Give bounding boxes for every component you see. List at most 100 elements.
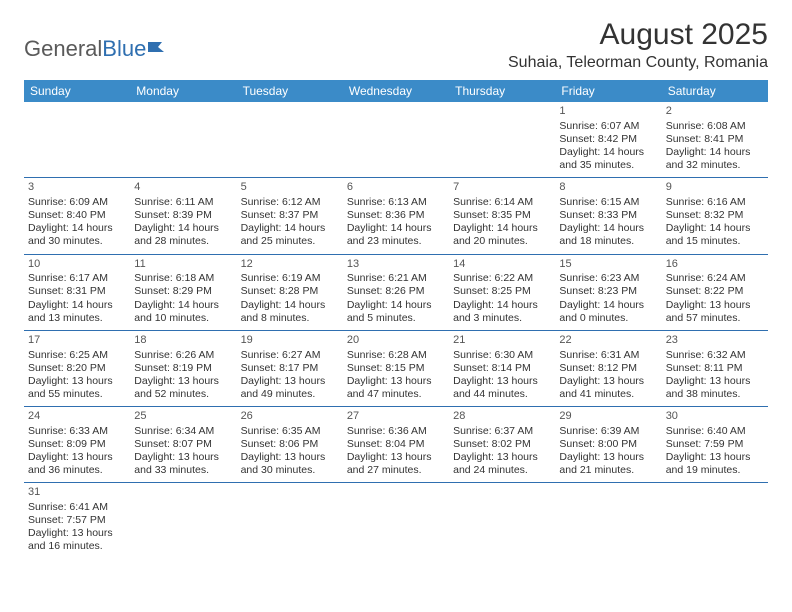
calendar-day: 28Sunrise: 6:37 AMSunset: 8:02 PMDayligh…	[449, 407, 555, 483]
title-block: August 2025 Suhaia, Teleorman County, Ro…	[508, 18, 768, 72]
calendar-day: 6Sunrise: 6:13 AMSunset: 8:36 PMDaylight…	[343, 178, 449, 254]
sunset-line: Sunset: 7:59 PM	[666, 438, 764, 451]
daylight-line: Daylight: 13 hours and 52 minutes.	[134, 375, 232, 401]
sunset-line: Sunset: 8:26 PM	[347, 285, 445, 298]
day-number: 21	[453, 334, 551, 348]
sunset-line: Sunset: 8:31 PM	[28, 285, 126, 298]
calendar-day: 30Sunrise: 6:40 AMSunset: 7:59 PMDayligh…	[662, 407, 768, 483]
sunrise-line: Sunrise: 6:32 AM	[666, 349, 764, 362]
day-number: 18	[134, 334, 232, 348]
sunrise-line: Sunrise: 6:11 AM	[134, 196, 232, 209]
column-header: Friday	[555, 80, 661, 102]
sunset-line: Sunset: 8:12 PM	[559, 362, 657, 375]
sunrise-line: Sunrise: 6:13 AM	[347, 196, 445, 209]
flag-icon	[148, 36, 170, 62]
header: GeneralBlue August 2025 Suhaia, Teleorma…	[24, 18, 768, 72]
calendar-empty	[555, 483, 661, 559]
sunrise-line: Sunrise: 6:30 AM	[453, 349, 551, 362]
day-number: 15	[559, 258, 657, 272]
calendar-day: 25Sunrise: 6:34 AMSunset: 8:07 PMDayligh…	[130, 407, 236, 483]
daylight-line: Daylight: 14 hours and 28 minutes.	[134, 222, 232, 248]
sunrise-line: Sunrise: 6:37 AM	[453, 425, 551, 438]
day-number: 8	[559, 181, 657, 195]
calendar-day: 15Sunrise: 6:23 AMSunset: 8:23 PMDayligh…	[555, 254, 661, 330]
daylight-line: Daylight: 13 hours and 16 minutes.	[28, 527, 126, 553]
day-number: 24	[28, 410, 126, 424]
sunset-line: Sunset: 8:42 PM	[559, 133, 657, 146]
calendar-empty	[130, 483, 236, 559]
daylight-line: Daylight: 13 hours and 41 minutes.	[559, 375, 657, 401]
daylight-line: Daylight: 14 hours and 0 minutes.	[559, 299, 657, 325]
day-number: 9	[666, 181, 764, 195]
calendar-day: 21Sunrise: 6:30 AMSunset: 8:14 PMDayligh…	[449, 330, 555, 406]
daylight-line: Daylight: 13 hours and 55 minutes.	[28, 375, 126, 401]
sunrise-line: Sunrise: 6:41 AM	[28, 501, 126, 514]
column-header: Sunday	[24, 80, 130, 102]
calendar-body: 1Sunrise: 6:07 AMSunset: 8:42 PMDaylight…	[24, 102, 768, 559]
brand-part1: General	[24, 36, 102, 62]
day-number: 30	[666, 410, 764, 424]
calendar-day: 11Sunrise: 6:18 AMSunset: 8:29 PMDayligh…	[130, 254, 236, 330]
calendar-day: 23Sunrise: 6:32 AMSunset: 8:11 PMDayligh…	[662, 330, 768, 406]
calendar-empty	[343, 483, 449, 559]
brand-part2: Blue	[102, 36, 146, 62]
sunset-line: Sunset: 8:33 PM	[559, 209, 657, 222]
calendar-week: 17Sunrise: 6:25 AMSunset: 8:20 PMDayligh…	[24, 330, 768, 406]
calendar-week: 3Sunrise: 6:09 AMSunset: 8:40 PMDaylight…	[24, 178, 768, 254]
daylight-line: Daylight: 14 hours and 25 minutes.	[241, 222, 339, 248]
daylight-line: Daylight: 14 hours and 5 minutes.	[347, 299, 445, 325]
day-number: 11	[134, 258, 232, 272]
calendar-day: 4Sunrise: 6:11 AMSunset: 8:39 PMDaylight…	[130, 178, 236, 254]
daylight-line: Daylight: 13 hours and 24 minutes.	[453, 451, 551, 477]
sunrise-line: Sunrise: 6:17 AM	[28, 272, 126, 285]
sunrise-line: Sunrise: 6:16 AM	[666, 196, 764, 209]
sunrise-line: Sunrise: 6:40 AM	[666, 425, 764, 438]
daylight-line: Daylight: 13 hours and 47 minutes.	[347, 375, 445, 401]
day-number: 1	[559, 105, 657, 119]
sunset-line: Sunset: 8:23 PM	[559, 285, 657, 298]
sunset-line: Sunset: 7:57 PM	[28, 514, 126, 527]
sunset-line: Sunset: 8:04 PM	[347, 438, 445, 451]
calendar-day: 14Sunrise: 6:22 AMSunset: 8:25 PMDayligh…	[449, 254, 555, 330]
sunrise-line: Sunrise: 6:31 AM	[559, 349, 657, 362]
day-number: 29	[559, 410, 657, 424]
calendar-day: 20Sunrise: 6:28 AMSunset: 8:15 PMDayligh…	[343, 330, 449, 406]
day-number: 10	[28, 258, 126, 272]
calendar-day: 22Sunrise: 6:31 AMSunset: 8:12 PMDayligh…	[555, 330, 661, 406]
sunset-line: Sunset: 8:22 PM	[666, 285, 764, 298]
day-number: 5	[241, 181, 339, 195]
calendar-day: 27Sunrise: 6:36 AMSunset: 8:04 PMDayligh…	[343, 407, 449, 483]
sunset-line: Sunset: 8:39 PM	[134, 209, 232, 222]
day-number: 13	[347, 258, 445, 272]
sunrise-line: Sunrise: 6:19 AM	[241, 272, 339, 285]
calendar-day: 26Sunrise: 6:35 AMSunset: 8:06 PMDayligh…	[237, 407, 343, 483]
calendar-day: 10Sunrise: 6:17 AMSunset: 8:31 PMDayligh…	[24, 254, 130, 330]
calendar-day: 1Sunrise: 6:07 AMSunset: 8:42 PMDaylight…	[555, 102, 661, 178]
sunset-line: Sunset: 8:06 PM	[241, 438, 339, 451]
day-number: 16	[666, 258, 764, 272]
day-number: 2	[666, 105, 764, 119]
day-number: 3	[28, 181, 126, 195]
location: Suhaia, Teleorman County, Romania	[508, 54, 768, 72]
day-number: 27	[347, 410, 445, 424]
sunrise-line: Sunrise: 6:35 AM	[241, 425, 339, 438]
daylight-line: Daylight: 14 hours and 35 minutes.	[559, 146, 657, 172]
sunrise-line: Sunrise: 6:21 AM	[347, 272, 445, 285]
calendar-week: 1Sunrise: 6:07 AMSunset: 8:42 PMDaylight…	[24, 102, 768, 178]
column-header: Tuesday	[237, 80, 343, 102]
calendar-day: 9Sunrise: 6:16 AMSunset: 8:32 PMDaylight…	[662, 178, 768, 254]
calendar-empty	[662, 483, 768, 559]
sunrise-line: Sunrise: 6:18 AM	[134, 272, 232, 285]
daylight-line: Daylight: 13 hours and 21 minutes.	[559, 451, 657, 477]
day-number: 19	[241, 334, 339, 348]
calendar-empty	[24, 102, 130, 178]
day-number: 17	[28, 334, 126, 348]
daylight-line: Daylight: 14 hours and 13 minutes.	[28, 299, 126, 325]
sunset-line: Sunset: 8:28 PM	[241, 285, 339, 298]
calendar-day: 13Sunrise: 6:21 AMSunset: 8:26 PMDayligh…	[343, 254, 449, 330]
sunset-line: Sunset: 8:36 PM	[347, 209, 445, 222]
sunset-line: Sunset: 8:35 PM	[453, 209, 551, 222]
calendar-day: 24Sunrise: 6:33 AMSunset: 8:09 PMDayligh…	[24, 407, 130, 483]
sunset-line: Sunset: 8:20 PM	[28, 362, 126, 375]
sunrise-line: Sunrise: 6:26 AM	[134, 349, 232, 362]
